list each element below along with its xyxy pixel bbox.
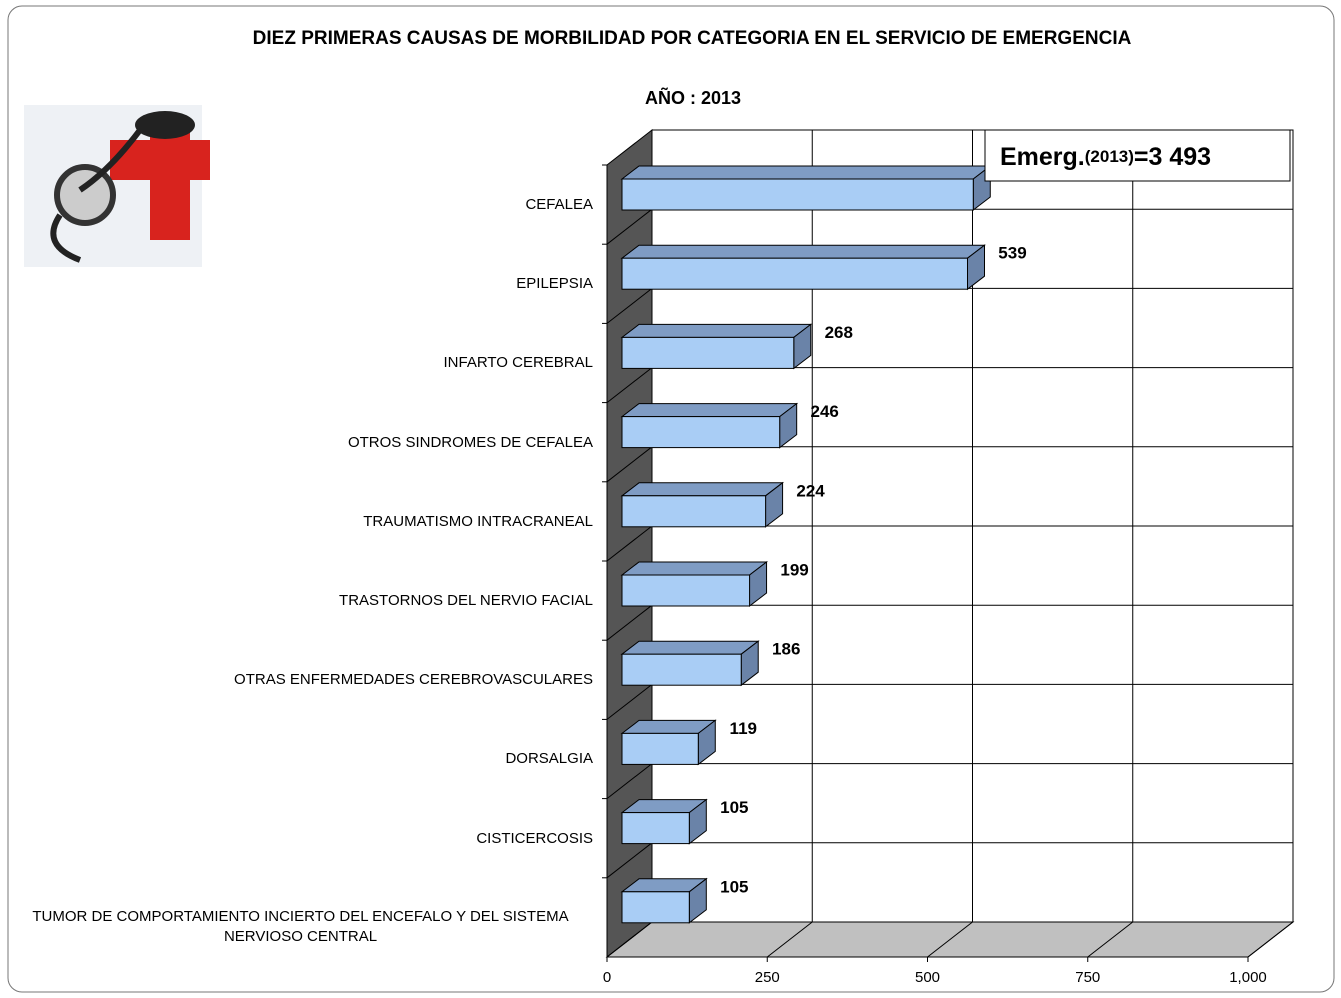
chart-title: DIEZ PRIMERAS CAUSAS DE MORBILIDAD POR C… — [253, 28, 1132, 49]
bar-top — [620, 244, 986, 259]
y-tick-label: CEFALEA — [525, 196, 593, 213]
annotation-box — [984, 129, 1291, 182]
row-line — [606, 208, 653, 245]
floor-grid-line — [1247, 921, 1294, 958]
y-tick-label: OTROS SINDROMES DE CEFALEA — [347, 433, 593, 451]
value-label: 199 — [780, 560, 808, 579]
y-tick-label: TRAUMATISMO INTRACRANEAL — [363, 512, 593, 530]
row-line — [606, 446, 653, 483]
bar — [621, 257, 968, 290]
y-tick-label: CISTICERCOSIS — [476, 829, 593, 847]
x-tick-label: 500 — [915, 969, 940, 986]
value-label: 186 — [772, 640, 800, 659]
value-label: 105 — [720, 877, 748, 896]
y-tick-label: TRASTORNOS DEL NERVIO FACIAL — [339, 592, 593, 609]
row-line — [606, 763, 653, 799]
y-tick-label: TUMOR DE COMPORTAMIENTO INCIERTO DEL ENC… — [32, 907, 569, 945]
bar-top — [620, 323, 813, 338]
row-line — [606, 367, 653, 403]
bar — [621, 653, 742, 686]
value-label: 268 — [825, 323, 853, 342]
floor-grid-line — [1087, 921, 1134, 958]
bar — [621, 732, 699, 765]
x-tick-label: 1,000 — [1229, 969, 1267, 986]
bar-top — [620, 165, 992, 180]
annotation: Emerg.(2013)=3 493 — [984, 129, 1291, 182]
bar — [621, 574, 751, 607]
bar-top — [620, 561, 769, 576]
bar — [621, 812, 690, 845]
bar — [621, 495, 767, 528]
y-tick-label: EPILEPSIA — [516, 275, 593, 293]
row-line — [606, 288, 653, 324]
x-tick-label: 250 — [755, 969, 780, 986]
value-label: 119 — [730, 719, 757, 738]
row-line — [606, 525, 653, 562]
bar — [621, 336, 795, 369]
x-tick-label: 750 — [1075, 969, 1100, 986]
annotation-year: (2013) — [1085, 147, 1134, 166]
value-label: 224 — [796, 481, 825, 500]
row-line — [606, 684, 653, 720]
floor-grid-line — [766, 921, 813, 958]
floor-grid-line — [606, 921, 653, 958]
chart-subtitle: AÑO : 2013 — [645, 87, 741, 108]
bar-top — [620, 640, 760, 655]
y-tick-label: OTRAS ENFERMEDADES CEREBROVASCULARES — [234, 671, 593, 689]
row-line — [606, 604, 653, 641]
annotation-text: Emerg.(2013)=3 493 — [1000, 143, 1211, 171]
icon — [24, 105, 210, 267]
bar — [621, 891, 690, 924]
value-label: 105 — [720, 798, 748, 817]
bar-top — [620, 482, 785, 497]
y-tick-label: DORSALGIA — [505, 750, 593, 768]
bar — [621, 416, 781, 449]
y-tick-label: INFARTO CEREBRAL — [443, 354, 594, 372]
x-tick-label: 0 — [603, 969, 611, 986]
bar-top — [620, 403, 799, 418]
annotation-total: =3 493 — [1134, 143, 1211, 171]
floor-grid-line — [927, 921, 973, 958]
annotation-prefix: Emerg. — [1000, 143, 1085, 171]
row-line — [606, 842, 653, 879]
value-label: 246 — [810, 402, 838, 421]
bar — [621, 178, 974, 211]
value-label: 539 — [998, 244, 1026, 263]
